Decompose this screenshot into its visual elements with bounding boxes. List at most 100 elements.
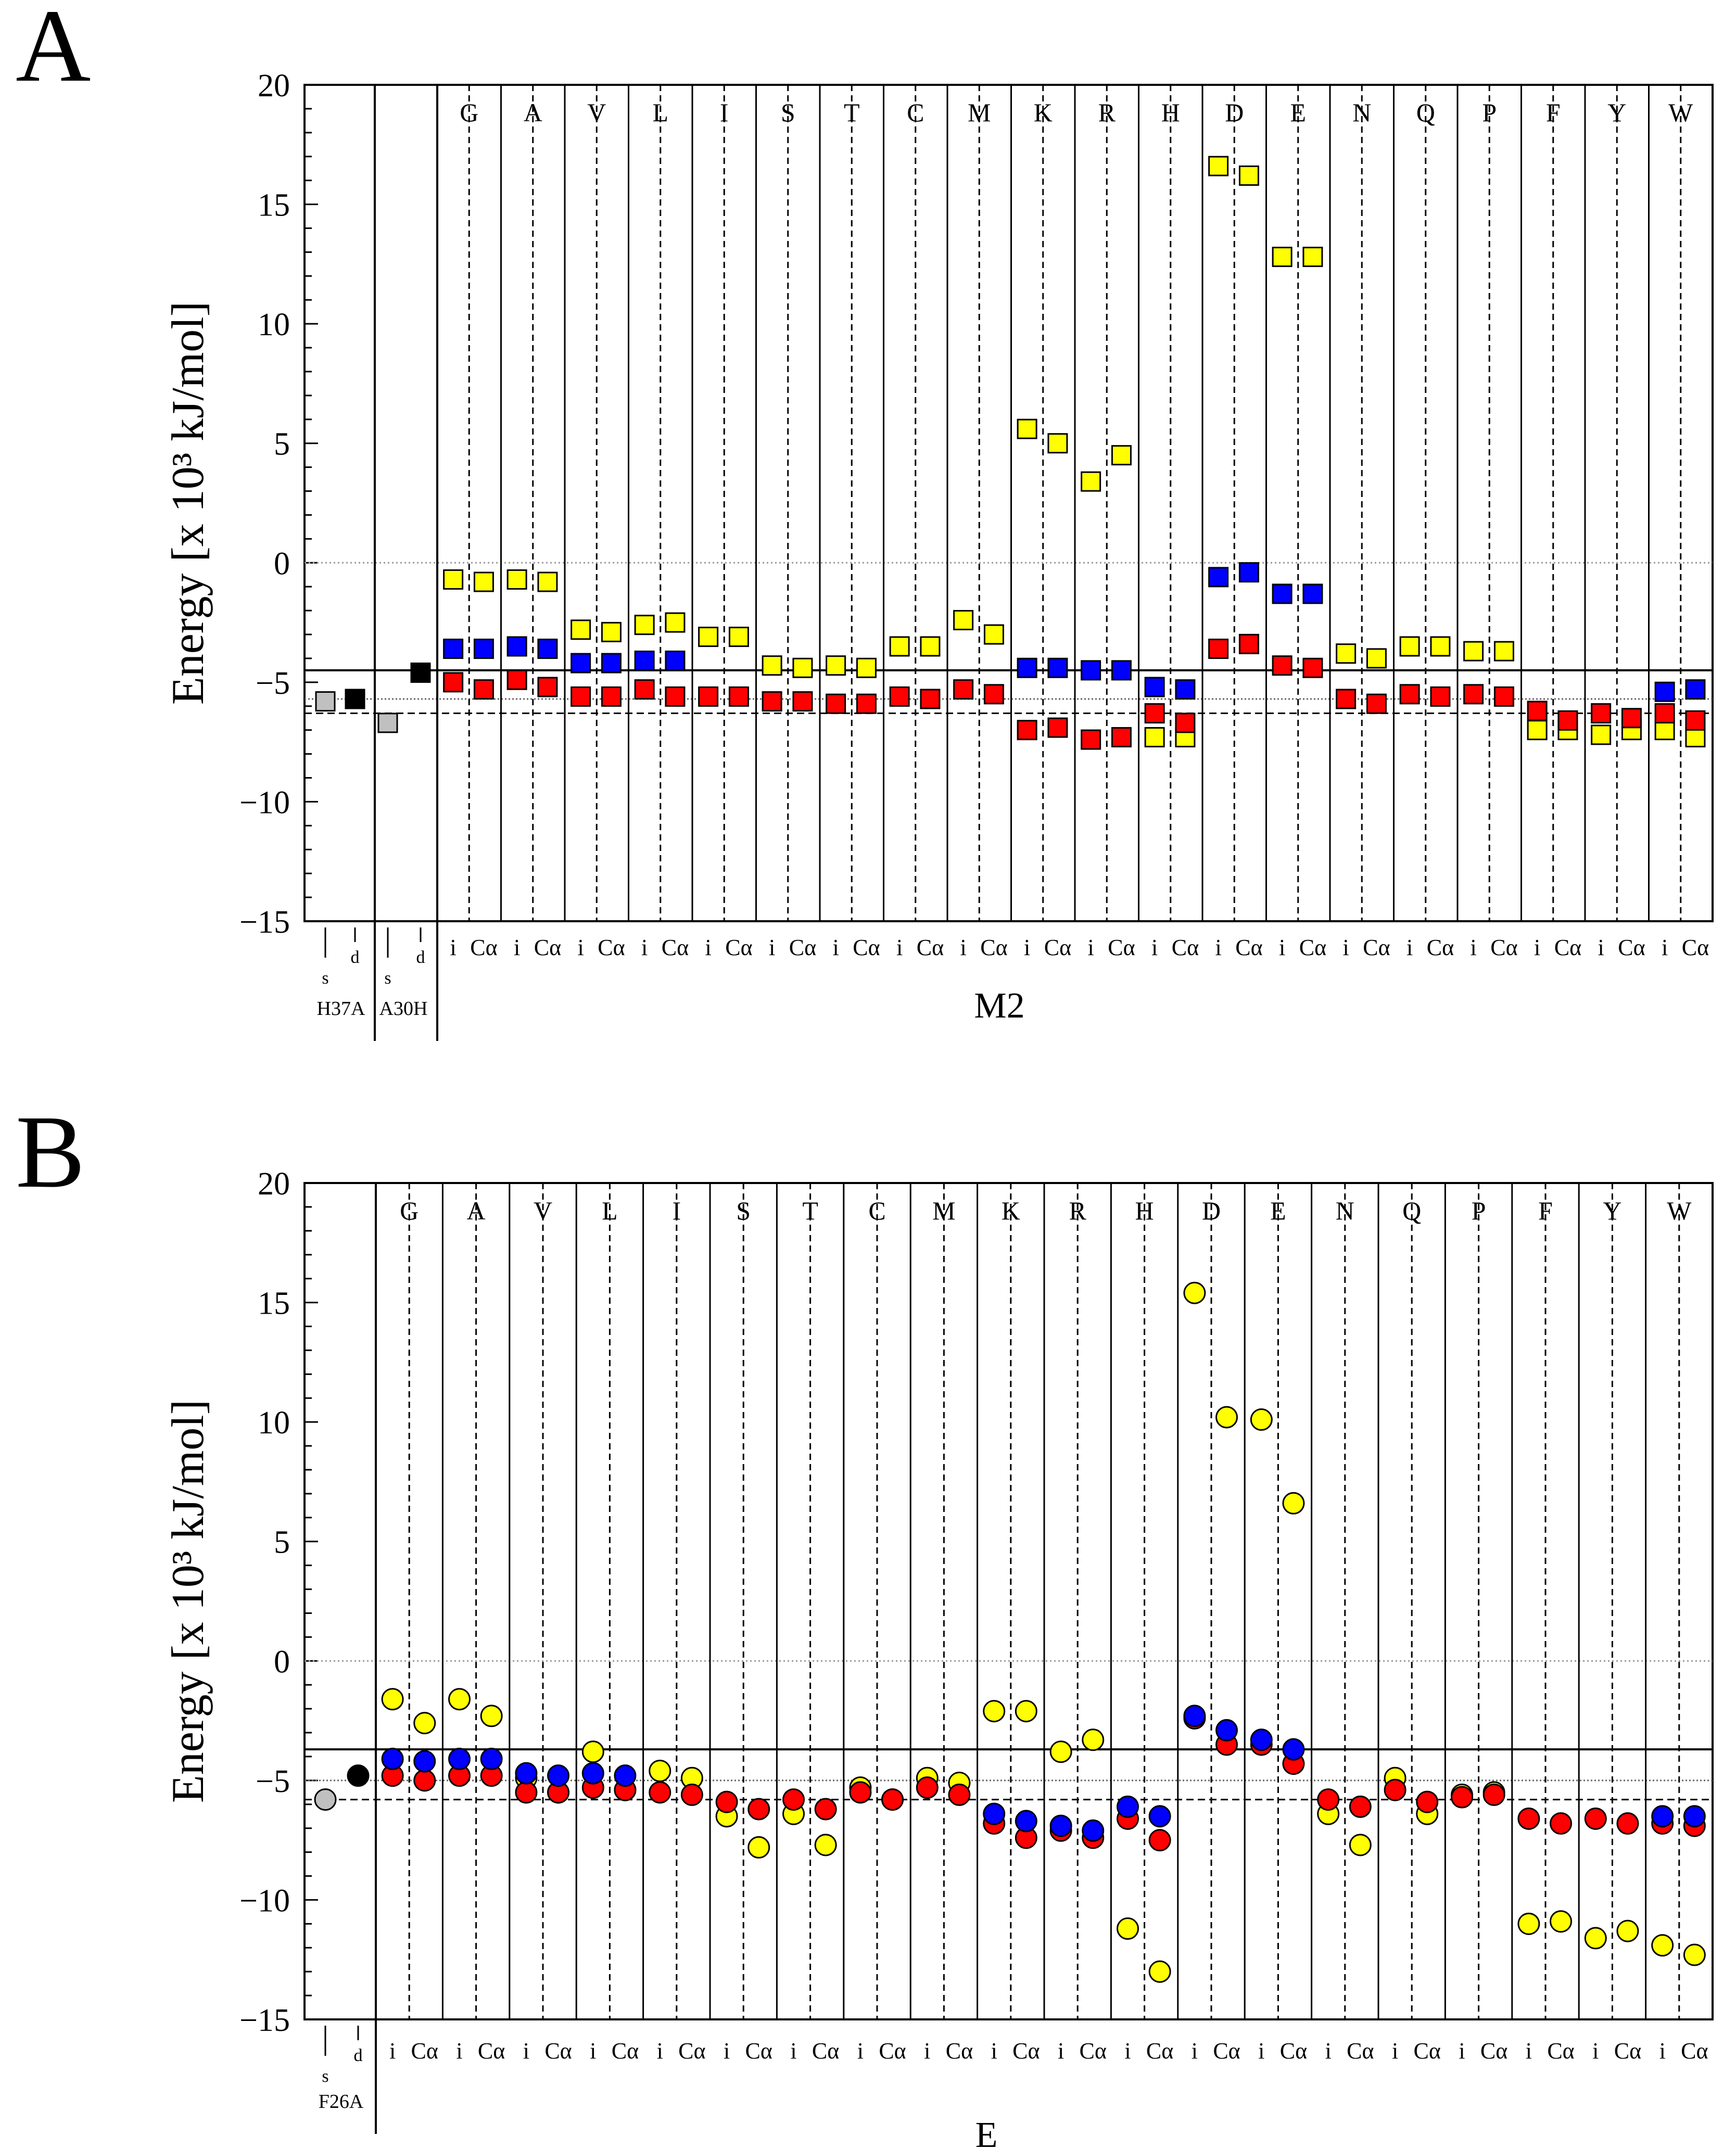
data-point-yellow	[1208, 156, 1229, 176]
data-point-red	[881, 1788, 904, 1811]
data-point-red	[762, 691, 782, 712]
data-point-yellow	[953, 609, 974, 630]
data-point-yellow	[665, 612, 686, 633]
data-point-red	[1317, 1788, 1340, 1811]
sub-label: Cα	[544, 2038, 572, 2064]
residue-label: W	[1668, 98, 1693, 127]
data-point-blue	[506, 636, 527, 657]
data-point-red	[1047, 717, 1068, 738]
residue-label: D	[1202, 1196, 1221, 1225]
data-point-red	[1111, 727, 1132, 747]
data-point-blue	[537, 639, 558, 659]
data-point-blue	[1082, 1819, 1105, 1842]
data-point-yellow	[1430, 636, 1451, 657]
data-point-red	[1336, 689, 1357, 709]
residue-label: L	[602, 1196, 618, 1225]
data-point-red	[1616, 1812, 1639, 1835]
data-point-red	[1148, 1829, 1171, 1852]
data-point-yellow	[1250, 1408, 1273, 1431]
data-point-red	[1527, 701, 1548, 721]
data-point-yellow	[381, 1688, 404, 1711]
sub-label: Cα	[1547, 2038, 1574, 2064]
data-point-red	[1399, 684, 1420, 705]
data-point-yellow	[649, 1759, 671, 1782]
residue-label: N	[1336, 1196, 1354, 1225]
data-point-blue	[1282, 1738, 1305, 1761]
data-point-yellow	[1493, 641, 1514, 662]
sub-label: Cα	[1554, 935, 1581, 960]
panel-b-x-axis-title: E	[975, 2115, 998, 2149]
data-point-blue	[443, 639, 464, 659]
y-tick-label: 10	[258, 307, 290, 342]
sub-label: i	[1215, 935, 1222, 960]
sub-label: Cα	[1280, 2038, 1307, 2064]
data-point-yellow	[1683, 1943, 1706, 1966]
data-point-yellow	[1517, 1912, 1540, 1935]
ref-col-label: s	[322, 2067, 328, 2086]
sub-label: i	[991, 2038, 997, 2064]
sub-label: Cα	[1347, 2038, 1374, 2064]
data-point-red	[948, 1783, 971, 1806]
data-point-red	[1144, 703, 1165, 724]
data-point-yellow	[1215, 1406, 1238, 1429]
data-point-blue	[473, 639, 494, 659]
data-point-red	[1366, 693, 1387, 714]
sub-label: Cα	[678, 2038, 705, 2064]
data-point-red	[814, 1798, 837, 1821]
residue-label: P	[1482, 98, 1497, 127]
panel-a-x-axis-title: M2	[974, 986, 1024, 1026]
sub-label: i	[790, 2038, 796, 2064]
data-point-yellow	[413, 1712, 436, 1735]
data-point-yellow	[1017, 418, 1037, 439]
data-point-yellow	[448, 1688, 471, 1711]
residue-label: A	[467, 1196, 486, 1225]
data-point-blue	[1215, 1719, 1238, 1741]
data-point-blue	[1047, 657, 1068, 678]
data-point-red	[1272, 655, 1293, 676]
sub-label: i	[1534, 935, 1540, 960]
data-point-red	[1654, 703, 1675, 724]
data-point-yellow	[728, 627, 749, 647]
sub-label: Cα	[478, 2038, 505, 2064]
y-tick-label: −10	[239, 1883, 290, 1918]
residue-label: T	[844, 98, 860, 127]
panel-a: A Energy [x 10³ kJ/mol] 20 15 10 5 0 −5 −10 −15 Gi…	[16, 0, 1714, 1041]
residue-label: S	[736, 1196, 751, 1225]
residue-label: Q	[1402, 1196, 1421, 1225]
sub-label: i	[1124, 2038, 1131, 2064]
sub-label: Cα	[1490, 935, 1517, 960]
data-point-yellow	[1584, 1927, 1607, 1950]
data-point-blue	[571, 653, 591, 673]
data-point-blue	[1081, 660, 1101, 681]
data-point-yellow	[1117, 1917, 1139, 1940]
y-tick-label: −5	[256, 666, 290, 701]
y-tick-label: 15	[258, 188, 290, 223]
data-point-red	[1621, 708, 1642, 729]
sub-label: Cα	[812, 2038, 839, 2064]
sub-label: i	[1325, 2038, 1332, 2064]
data-point-yellow	[480, 1705, 503, 1727]
y-tick-label: −15	[239, 2003, 290, 2038]
residue-label: F	[1538, 1196, 1553, 1225]
data-point-red	[1451, 1786, 1473, 1809]
sub-label: i	[1662, 935, 1668, 960]
data-point-red	[889, 686, 910, 707]
residue-label: Q	[1416, 98, 1435, 127]
data-point-blue	[1111, 660, 1132, 681]
sub-label: i	[1024, 935, 1030, 960]
residue-label: V	[587, 98, 606, 127]
data-point-yellow	[1550, 1910, 1573, 1933]
sub-label: i	[924, 2038, 930, 2064]
ref-col-label: d	[416, 948, 425, 967]
residue-label: I	[672, 1196, 681, 1225]
data-point-red	[1302, 657, 1323, 678]
data-point-red	[665, 686, 686, 707]
sub-label: Cα	[1146, 2038, 1173, 2064]
residue-label: W	[1667, 1196, 1692, 1225]
data-point-yellow	[1651, 1934, 1674, 1957]
sub-label: i	[705, 935, 712, 960]
sub-label: Cα	[1681, 2038, 1708, 2064]
data-point-blue	[480, 1748, 503, 1771]
residue-label: E	[1270, 1196, 1286, 1225]
y-tick-label: 0	[274, 546, 290, 581]
